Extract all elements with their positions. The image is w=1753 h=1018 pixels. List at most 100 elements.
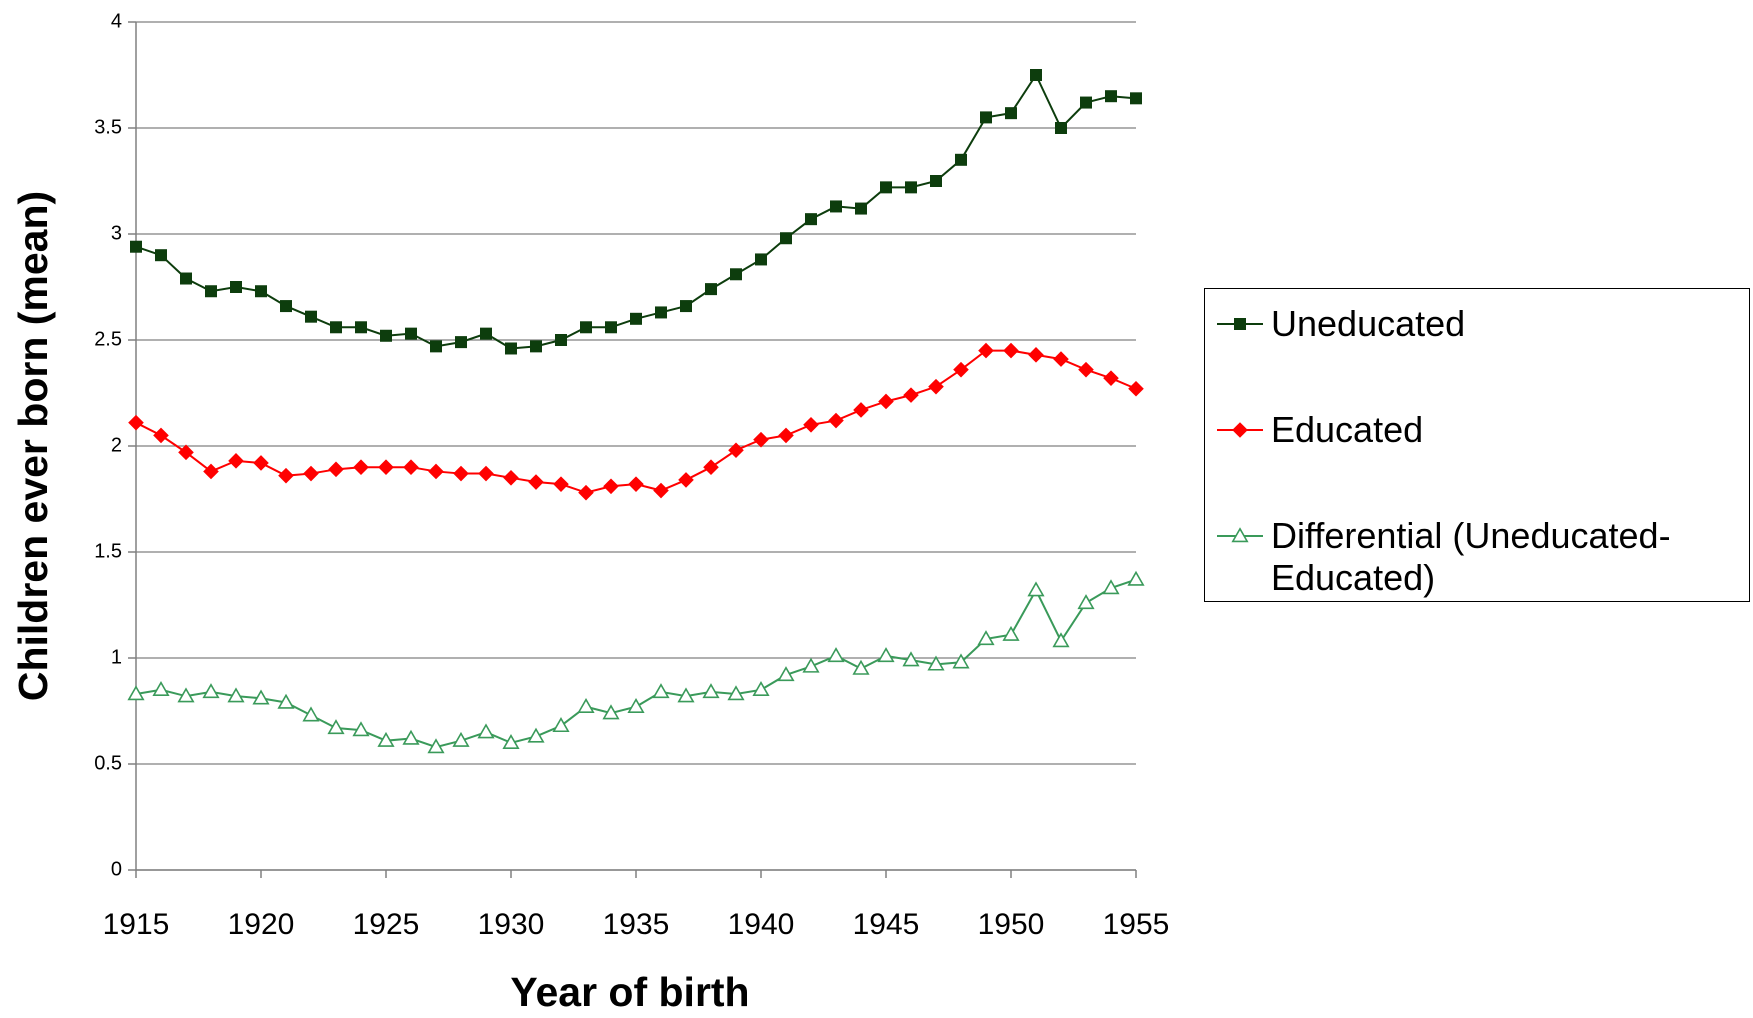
marker [778, 427, 794, 444]
marker [905, 181, 917, 194]
marker [1052, 632, 1070, 648]
marker [552, 717, 570, 733]
marker [902, 651, 920, 667]
marker [305, 310, 317, 323]
marker [1080, 96, 1092, 109]
marker [178, 444, 194, 461]
marker [478, 465, 494, 482]
marker [802, 657, 820, 673]
marker [355, 321, 367, 334]
marker [205, 285, 217, 298]
marker [180, 272, 192, 285]
marker [555, 334, 567, 346]
marker [1002, 625, 1020, 641]
x-tick-label: 1935 [603, 908, 670, 941]
x-tick-label: 1950 [978, 908, 1045, 941]
marker [330, 321, 342, 334]
marker [803, 417, 819, 433]
marker [302, 706, 320, 722]
marker [255, 285, 267, 298]
marker [780, 232, 792, 245]
marker [455, 336, 467, 349]
marker [452, 731, 470, 747]
marker [202, 683, 220, 699]
marker [155, 249, 167, 262]
marker [1234, 318, 1246, 330]
legend-item: Differential (Uneducated-Educated) [1215, 515, 1731, 599]
marker [427, 738, 445, 754]
y-axis-title: Children ever born (mean) [10, 191, 56, 701]
marker [577, 697, 595, 713]
marker [530, 340, 542, 353]
marker [1130, 92, 1142, 105]
marker [380, 329, 392, 342]
x-tick-label: 1930 [478, 908, 545, 941]
marker [1077, 594, 1095, 610]
x-tick-label: 1955 [1103, 908, 1170, 941]
marker [955, 153, 967, 166]
marker [828, 412, 844, 429]
marker [127, 685, 145, 701]
marker [578, 484, 594, 501]
x-axis-title: Year of birth [510, 969, 749, 1015]
marker [477, 723, 495, 739]
marker [677, 687, 695, 703]
marker [777, 666, 795, 682]
marker [152, 680, 170, 697]
marker [880, 181, 892, 194]
legend-swatch [1217, 527, 1263, 543]
marker [703, 459, 719, 475]
marker [328, 461, 344, 478]
marker [853, 402, 869, 418]
marker [1078, 361, 1094, 378]
marker [353, 459, 369, 475]
marker [1102, 579, 1120, 595]
marker [227, 687, 245, 703]
marker [628, 476, 644, 492]
marker [153, 427, 169, 444]
marker [303, 465, 319, 482]
marker [1128, 380, 1144, 397]
x-tick-label: 1940 [728, 908, 795, 941]
marker [903, 387, 919, 403]
y-tick-label: 2.5 [94, 328, 122, 350]
marker [877, 647, 895, 663]
x-tick-label: 1945 [853, 908, 920, 941]
y-tick-label: 0 [111, 858, 122, 880]
marker [830, 200, 842, 213]
marker [1055, 122, 1067, 134]
marker [128, 414, 144, 431]
y-tick-label: 3.5 [94, 116, 122, 138]
marker [1053, 351, 1069, 367]
y-tick-label: 4 [111, 10, 122, 32]
marker [1231, 527, 1249, 543]
marker [753, 431, 769, 448]
marker [505, 342, 517, 355]
marker [928, 378, 944, 395]
marker [603, 478, 619, 495]
marker [277, 693, 295, 709]
y-tick-label: 2 [111, 434, 122, 456]
y-tick-label: 3 [111, 222, 122, 244]
chart: Year of birth Children ever born (mean) … [10, 10, 1170, 1015]
marker [378, 459, 394, 475]
marker [430, 340, 442, 353]
y-tick-label: 0.5 [94, 752, 122, 774]
marker [253, 455, 269, 471]
marker [752, 680, 770, 697]
marker [655, 306, 667, 319]
marker [927, 655, 945, 671]
legend-swatch [1217, 318, 1263, 330]
y-tick-label: 1.5 [94, 540, 122, 562]
marker [652, 683, 670, 699]
marker [827, 647, 845, 663]
marker [678, 472, 694, 488]
marker [680, 300, 692, 313]
marker [952, 653, 970, 669]
legend-item: Educated [1215, 409, 1731, 451]
marker [405, 327, 417, 340]
marker [630, 312, 642, 325]
marker [230, 281, 242, 293]
marker [702, 683, 720, 699]
